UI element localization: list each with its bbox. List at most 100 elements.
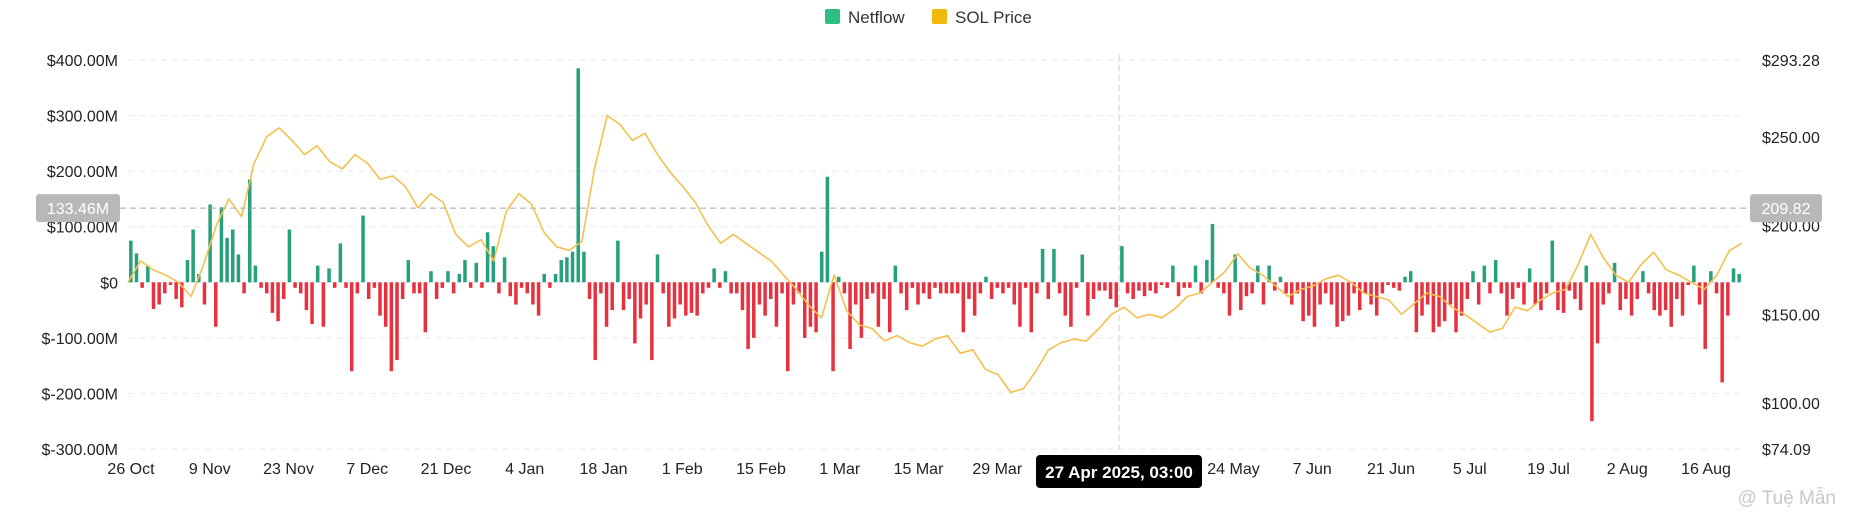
- netflow-bar: [610, 282, 614, 311]
- netflow-bar: [1046, 282, 1051, 299]
- netflow-bar: [214, 282, 218, 327]
- netflow-bar: [1273, 282, 1277, 291]
- netflow-bar: [955, 282, 960, 294]
- netflow-bar: [276, 282, 280, 322]
- netflow-bar: [1040, 248, 1045, 283]
- netflow-bar: [1227, 282, 1232, 316]
- netflow-bar: [1431, 282, 1436, 333]
- netflow-bar: [1658, 282, 1662, 316]
- netflow-bar: [1465, 282, 1470, 299]
- netflow-bar: [349, 282, 354, 372]
- netflow-bar: [1335, 282, 1339, 327]
- netflow-bar: [678, 282, 682, 305]
- netflow-bar: [1363, 282, 1368, 294]
- netflow-bar: [1533, 282, 1538, 305]
- netflow-bar: [627, 282, 631, 299]
- netflow-bar: [1539, 282, 1543, 311]
- netflow-bar: [1278, 276, 1283, 283]
- chart-legend[interactable]: Netflow SOL Price: [825, 8, 1032, 27]
- netflow-bar: [1578, 282, 1583, 311]
- netflow-bar: [344, 282, 348, 288]
- x-tick-label: 24 May: [1207, 461, 1259, 478]
- netflow-bar: [689, 282, 694, 313]
- netflow-bar: [168, 282, 173, 286]
- netflow-bar: [1720, 282, 1724, 383]
- netflow-bar: [321, 282, 326, 327]
- netflow-bar: [1476, 282, 1481, 305]
- netflow-bar: [774, 282, 779, 327]
- netflow-bar: [701, 282, 705, 294]
- netflow-bar: [429, 271, 433, 283]
- crosshair-left-value: 133.46M: [47, 201, 109, 218]
- netflow-bar: [712, 268, 716, 283]
- netflow-bar: [565, 257, 569, 283]
- netflow-bar: [853, 282, 858, 305]
- netflow-bar: [1318, 282, 1322, 305]
- netflow-bar: [1301, 282, 1305, 322]
- crosshair-right-value: 209.82: [1762, 201, 1811, 218]
- y-left-tick-label: $400.00M: [47, 53, 118, 70]
- netflow-bar: [157, 282, 161, 305]
- netflow-bar: [248, 179, 252, 283]
- netflow-bar: [1086, 282, 1090, 316]
- netflow-bar: [1001, 282, 1005, 294]
- netflow-bar: [140, 282, 144, 288]
- netflow-bar: [338, 243, 343, 283]
- x-tick-label: 1 Mar: [819, 461, 861, 478]
- netflow-bar: [1284, 282, 1288, 294]
- legend-label-netflow[interactable]: Netflow: [848, 8, 905, 27]
- legend-swatch-netflow[interactable]: [825, 9, 840, 24]
- netflow-bars: [129, 68, 1741, 422]
- netflow-bar: [1261, 282, 1266, 305]
- netflow-bar: [163, 282, 167, 294]
- netflow-bar: [1527, 268, 1532, 283]
- netflow-bar: [1374, 282, 1379, 316]
- netflow-bar: [1516, 282, 1521, 288]
- netflow-bar: [1403, 276, 1407, 283]
- netflow-bar: [1459, 282, 1464, 316]
- x-tick-label: 4 Jan: [505, 461, 544, 478]
- netflow-bar: [287, 229, 292, 283]
- x-tick-label: 15 Mar: [894, 461, 944, 478]
- netflow-bar: [225, 237, 229, 283]
- netflow-bar: [746, 282, 750, 349]
- netflow-bar: [180, 282, 184, 308]
- netflow-bar: [355, 282, 360, 294]
- crosshair-date-label: 27 Apr 2025, 03:00: [1045, 463, 1193, 482]
- netflow-bar: [1556, 282, 1560, 311]
- y-left-tick-label: $300.00M: [47, 109, 118, 126]
- legend-swatch-price[interactable]: [932, 9, 947, 24]
- netflow-bar: [264, 282, 269, 294]
- netflow-bar: [1346, 282, 1351, 316]
- netflow-bar: [1697, 282, 1702, 305]
- netflow-bar: [752, 282, 756, 338]
- netflow-bar: [1488, 282, 1492, 294]
- netflow-bar: [667, 282, 671, 327]
- netflow-bar: [723, 271, 728, 283]
- netflow-bar: [372, 282, 377, 288]
- netflow-bar: [1663, 282, 1668, 311]
- netflow-bar: [480, 282, 484, 288]
- crosshair-left-badge: [36, 194, 120, 223]
- netflow-bar: [978, 282, 983, 294]
- netflow-bar: [921, 282, 926, 294]
- x-tick-label: 7 Dec: [346, 461, 388, 478]
- netflow-bar: [378, 282, 382, 316]
- netflow-bar: [1057, 282, 1062, 294]
- netflow-bar: [463, 260, 467, 283]
- netflow-bar: [1324, 282, 1328, 294]
- netflow-bar: [1669, 282, 1673, 327]
- netflow-bar: [769, 282, 773, 299]
- netflow-bar: [1380, 282, 1385, 294]
- netflow-bar: [706, 282, 711, 288]
- netflow-bar: [531, 282, 535, 305]
- netflow-bar: [129, 240, 133, 283]
- x-tick-label: 19 Jul: [1527, 461, 1570, 478]
- netflow-bar: [1454, 282, 1458, 333]
- netflow-bar: [961, 282, 966, 333]
- netflow-bar: [1448, 282, 1453, 305]
- netflow-bar: [298, 282, 303, 294]
- netflow-bar: [434, 282, 439, 299]
- netflow-bar: [616, 240, 620, 283]
- legend-label-price[interactable]: SOL Price: [955, 8, 1032, 27]
